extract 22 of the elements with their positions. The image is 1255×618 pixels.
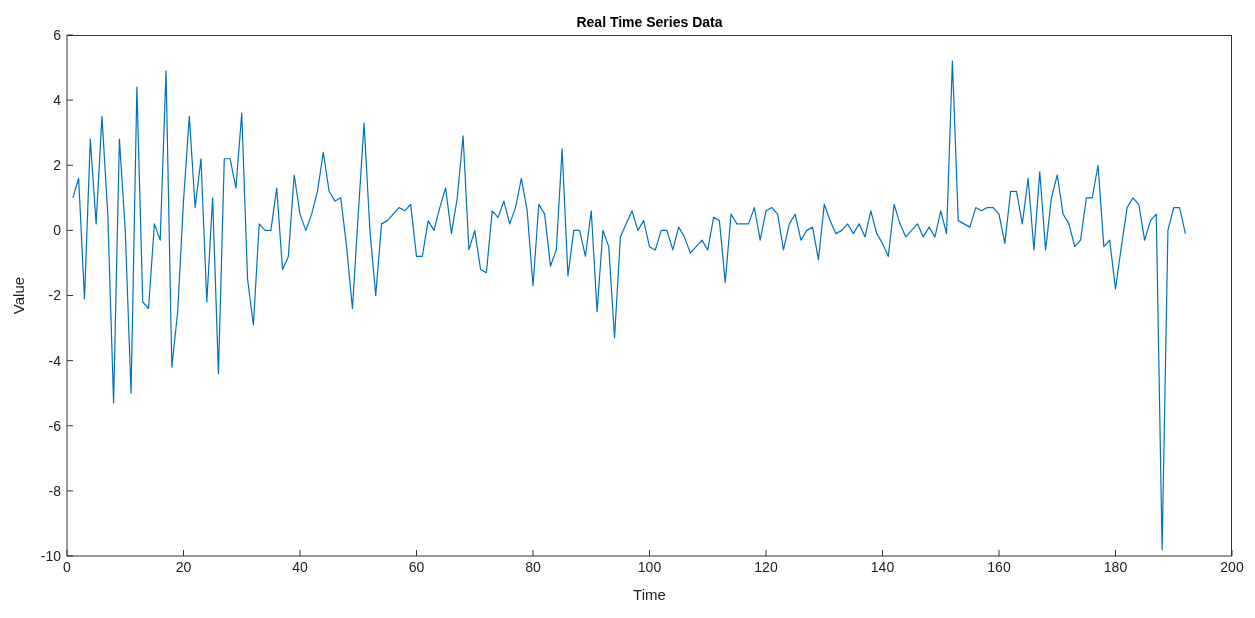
y-tick-label: 0 <box>53 222 62 239</box>
y-tick-label: -2 <box>48 287 62 304</box>
y-tick-label: 2 <box>53 157 62 174</box>
y-tick-label: -6 <box>48 417 62 434</box>
y-tick-label: 6 <box>53 26 62 43</box>
x-tick-label: 80 <box>525 558 541 575</box>
x-tick-label: 120 <box>754 558 778 575</box>
y-tick-label: -8 <box>48 482 62 499</box>
y-tick-label: -10 <box>40 547 62 564</box>
x-axis-title: Time <box>633 586 666 603</box>
x-tick-label: 180 <box>1103 558 1128 575</box>
x-tick-label: 100 <box>637 558 662 575</box>
x-tick-label: 40 <box>292 558 308 575</box>
x-tick-label: 20 <box>175 558 192 575</box>
chart-title: Real Time Series Data <box>575 14 724 30</box>
y-tick-label: -4 <box>48 352 62 369</box>
x-tick-label: 160 <box>987 558 1011 575</box>
x-tick-label: 200 <box>1220 558 1244 575</box>
x-tick-label: 140 <box>870 558 895 575</box>
y-axis-title: Value <box>10 276 28 315</box>
x-tick-label: 60 <box>408 558 425 575</box>
y-tick-label: 4 <box>53 92 62 109</box>
